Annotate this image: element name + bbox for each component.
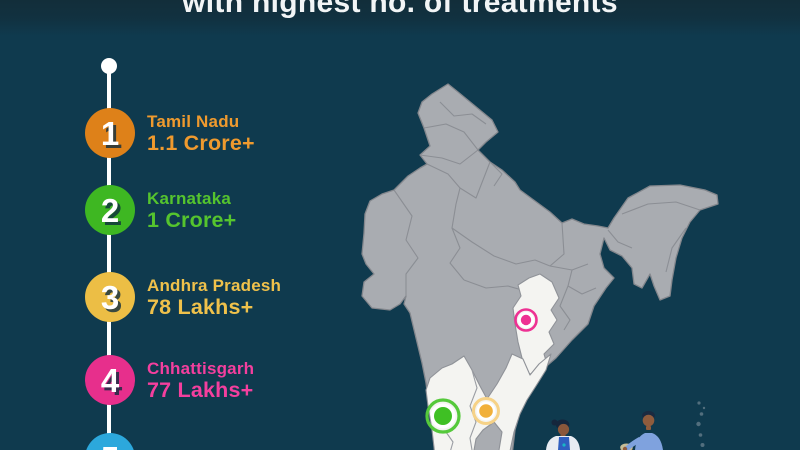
rank-item-tamil-nadu: 1 Tamil Nadu 1.1 Crore+ <box>85 108 255 158</box>
state-value: 1.1 Crore+ <box>147 130 255 155</box>
andaman-islands <box>696 401 706 447</box>
rank-item-karnataka: 2 Karnataka 1 Crore+ <box>85 185 236 235</box>
rank-number: 5 <box>101 442 119 450</box>
page-title: with highest no. of treatments <box>182 0 618 19</box>
india-map <box>361 83 719 450</box>
marker-chhattisgarh <box>514 308 538 332</box>
rank-badge: 5 <box>85 433 135 450</box>
state-name: Kerala <box>147 449 200 450</box>
timeline-line <box>107 66 111 450</box>
rank-badge: 1 <box>85 108 135 158</box>
rank-number: 4 <box>100 361 120 399</box>
rank-item-chhattisgarh: 4 Chhattisgarh 77 Lakhs+ <box>85 355 254 405</box>
attendant-illustration <box>622 410 663 450</box>
doctor-illustration <box>546 419 580 450</box>
state-borders <box>393 101 701 331</box>
rank-item-kerala: 5 Kerala <box>85 433 200 450</box>
rank-number: 1 <box>100 114 120 152</box>
state-name: Tamil Nadu <box>147 111 240 131</box>
rank-number: 2 <box>100 191 120 229</box>
timeline-start-dot <box>101 58 117 74</box>
marker-andhra-pradesh <box>472 397 500 425</box>
rank-item-andhra-pradesh: 3 Andhra Pradesh 78 Lakhs+ <box>85 272 281 322</box>
rank-number: 3 <box>100 278 120 316</box>
state-value: 1 Crore+ <box>147 207 237 232</box>
rank-badge: 4 <box>85 355 135 405</box>
marker-karnataka <box>425 398 461 434</box>
state-value: 77 Lakhs+ <box>147 377 254 402</box>
rank-badge: 2 <box>85 185 135 235</box>
rank-badge: 3 <box>85 272 135 322</box>
state-value: 78 Lakhs+ <box>147 294 254 319</box>
state-name: Karnataka <box>147 188 232 208</box>
india-outline <box>361 83 719 450</box>
state-name: Chhattisgarh <box>147 358 255 378</box>
state-name: Andhra Pradesh <box>147 275 282 295</box>
